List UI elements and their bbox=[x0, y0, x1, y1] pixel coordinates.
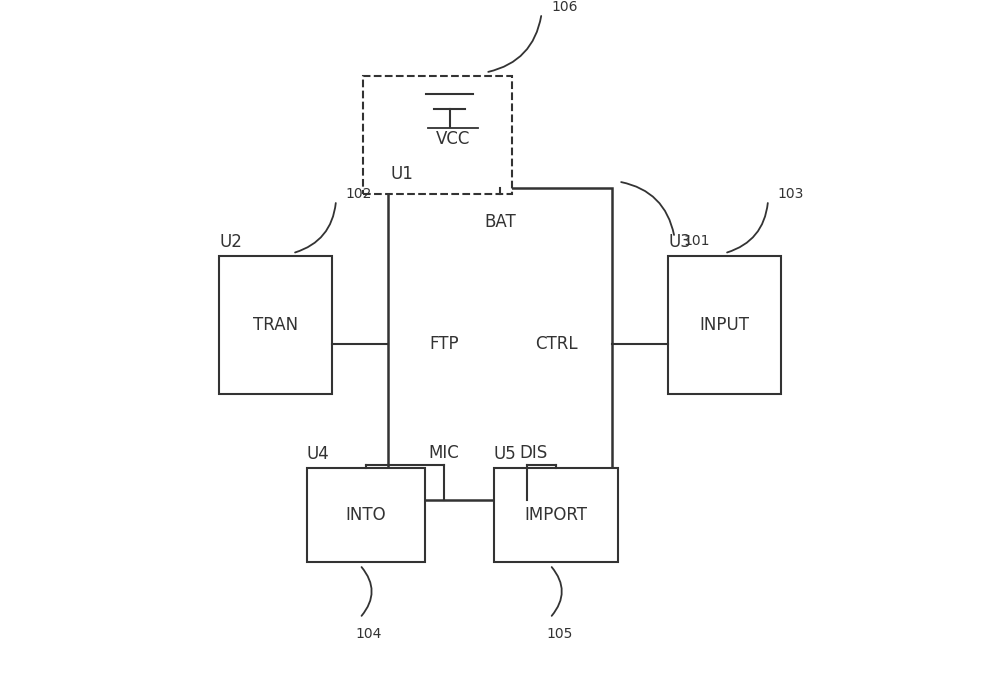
Text: 105: 105 bbox=[546, 627, 572, 642]
Text: 106: 106 bbox=[551, 0, 577, 14]
Text: FTP: FTP bbox=[429, 334, 459, 353]
FancyBboxPatch shape bbox=[494, 469, 618, 562]
Text: 103: 103 bbox=[777, 187, 804, 201]
Text: U2: U2 bbox=[219, 234, 242, 251]
Text: 102: 102 bbox=[345, 187, 372, 201]
Text: 101: 101 bbox=[684, 234, 710, 248]
Text: 104: 104 bbox=[356, 627, 382, 642]
Text: CTRL: CTRL bbox=[535, 334, 577, 353]
Text: INTO: INTO bbox=[346, 506, 386, 524]
FancyBboxPatch shape bbox=[388, 188, 612, 499]
Text: U4: U4 bbox=[307, 445, 329, 463]
Text: DIS: DIS bbox=[520, 444, 548, 462]
FancyBboxPatch shape bbox=[363, 76, 512, 194]
Text: U1: U1 bbox=[391, 165, 414, 183]
Text: U3: U3 bbox=[668, 234, 691, 251]
Text: TRAN: TRAN bbox=[253, 316, 298, 334]
Text: U5: U5 bbox=[494, 445, 517, 463]
Text: BAT: BAT bbox=[484, 212, 516, 231]
FancyBboxPatch shape bbox=[668, 256, 781, 394]
Text: INPUT: INPUT bbox=[699, 316, 749, 334]
FancyBboxPatch shape bbox=[219, 256, 332, 394]
Text: VCC: VCC bbox=[436, 130, 470, 148]
FancyBboxPatch shape bbox=[307, 469, 425, 562]
Text: MIC: MIC bbox=[429, 444, 459, 462]
Text: IMPORT: IMPORT bbox=[525, 506, 588, 524]
